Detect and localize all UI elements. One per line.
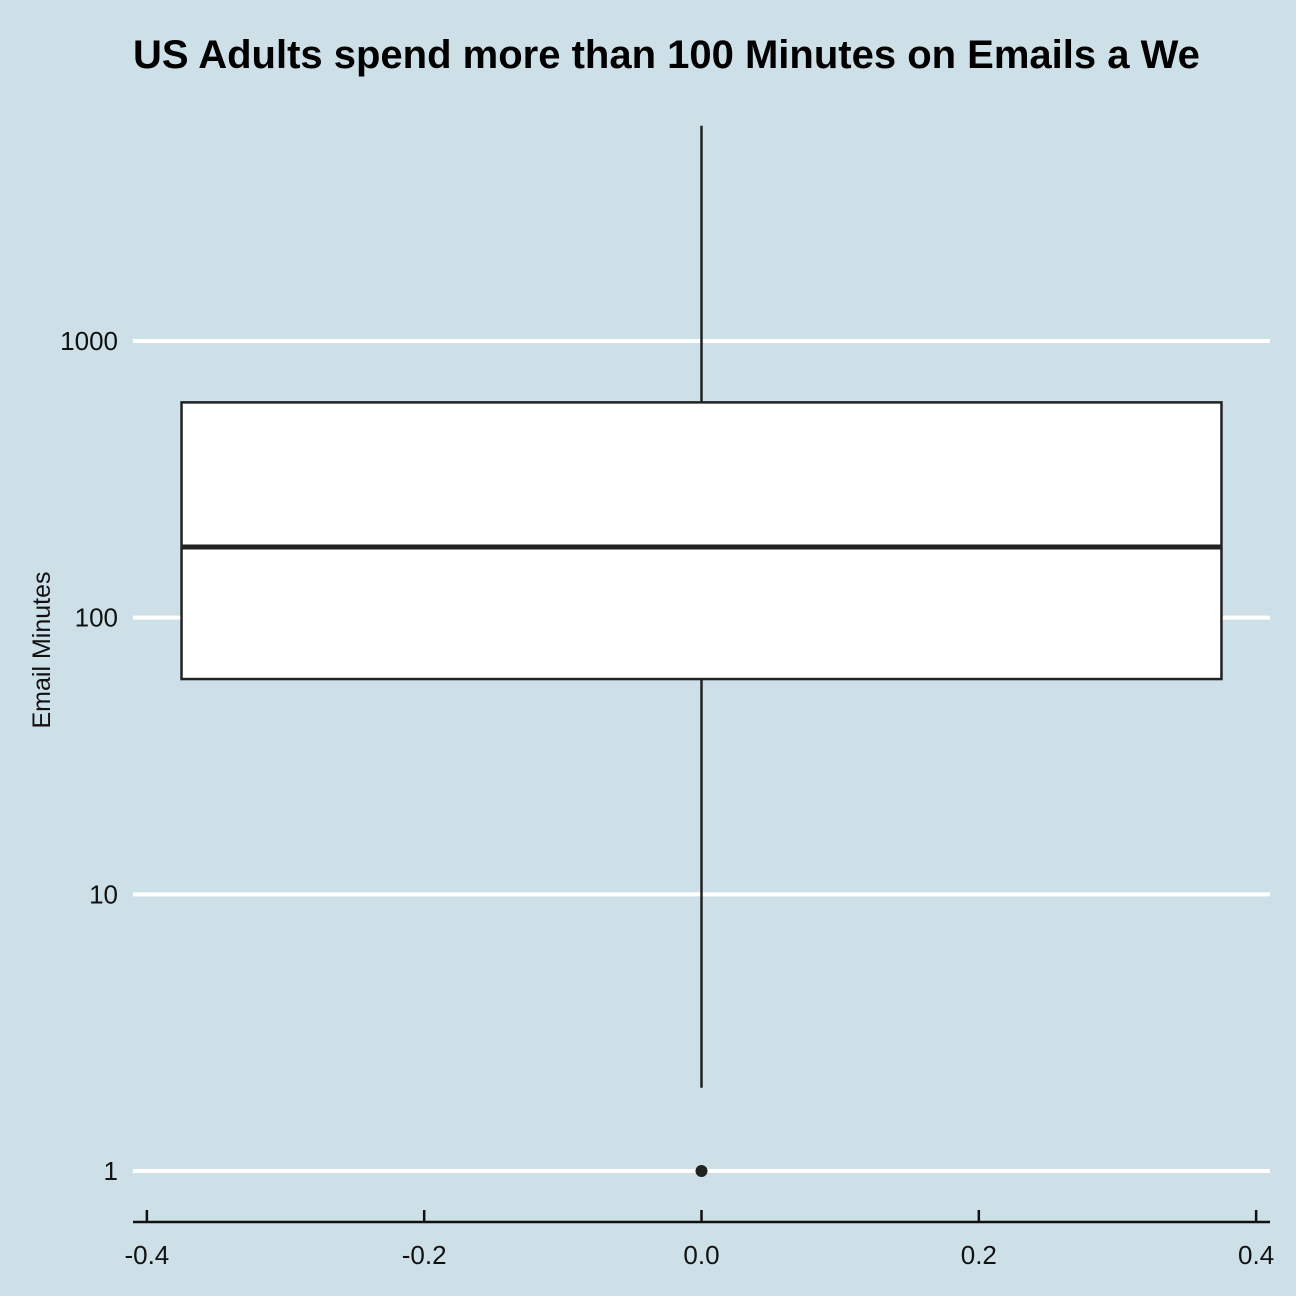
chart-title: US Adults spend more than 100 Minutes on… [133,33,1200,77]
iqr-box [180,401,1223,681]
y-tick-label-1: 1 [104,1156,118,1186]
x-tick-label-0.0: 0.0 [683,1240,719,1270]
x-tick-label--0.2: -0.2 [402,1240,447,1270]
y-axis: 1 10 100 1000 [60,326,118,1186]
x-tick-label--0.4: -0.4 [124,1240,169,1270]
y-tick-label-1000: 1000 [60,326,118,356]
y-tick-label-100: 100 [75,603,118,633]
outlier-point-0 [695,1165,708,1177]
x-tick-label-0.4: 0.4 [1238,1240,1274,1270]
x-tick-label-0.2: 0.2 [961,1240,997,1270]
box-plot [180,125,1223,1177]
y-axis-title: Email Minutes [28,572,56,729]
y-tick-label-10: 10 [89,879,118,909]
x-axis: -0.4 -0.2 0.0 0.2 0.4 [124,1210,1274,1270]
